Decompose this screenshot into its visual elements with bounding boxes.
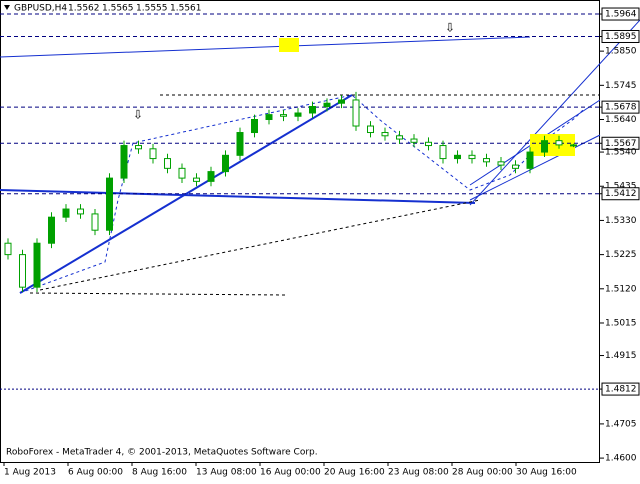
symbol-marker — [4, 5, 10, 10]
candle-body — [425, 141, 432, 147]
candle-body — [555, 140, 563, 146]
x-tick-label: 30 Aug 16:00 — [516, 468, 577, 478]
candle-body — [178, 167, 186, 179]
trend-line — [469, 19, 640, 206]
candle-body — [149, 148, 157, 160]
candle-body — [497, 161, 505, 166]
candle-body — [367, 125, 374, 134]
candle-body — [120, 145, 128, 179]
y-tick-label: 1.5640 — [605, 115, 637, 125]
candle-body — [396, 135, 403, 140]
candle-body — [338, 99, 345, 104]
candle-body — [483, 158, 490, 163]
candle-body — [193, 177, 200, 182]
candle-body — [62, 208, 70, 218]
y-tick-label: 1.4812 — [605, 385, 637, 395]
y-tick-label: 1.5015 — [605, 318, 637, 328]
x-tick-label: 8 Aug 16:00 — [132, 468, 187, 478]
candle-body — [135, 145, 142, 150]
y-tick-label: 1.5540 — [605, 148, 637, 158]
y-tick-label: 1.5330 — [605, 216, 637, 226]
x-tick-label: 13 Aug 08:00 — [196, 468, 257, 478]
target-box — [530, 134, 575, 156]
ohlc-open: 1.5562 — [68, 4, 100, 14]
y-tick-label: 1.5435 — [605, 182, 637, 192]
candle-body — [410, 138, 418, 143]
target-box — [279, 38, 299, 52]
y-tick-label: 1.5225 — [605, 250, 637, 260]
candle-body — [222, 154, 229, 173]
candle-body — [77, 208, 84, 215]
candle-body — [454, 154, 461, 160]
x-tick-label: 16 Aug 00:00 — [260, 468, 321, 478]
candle-body — [106, 177, 113, 231]
level-label-box — [601, 187, 640, 201]
plot-frame — [0, 0, 600, 463]
candle-body — [236, 132, 244, 156]
trend-line — [0, 189, 476, 204]
level-label-box — [601, 136, 640, 150]
candle-body — [526, 151, 534, 169]
ohlc-low: 1.5555 — [136, 4, 168, 14]
y-tick-label: 1.5678 — [605, 103, 637, 113]
y-tick-label: 1.4915 — [605, 351, 637, 361]
candle-body — [439, 145, 447, 160]
candle-body — [265, 114, 273, 121]
level-label-box — [601, 382, 640, 396]
x-tick-label: 28 Aug 00:00 — [452, 468, 513, 478]
arrow-icon: ⇩ — [445, 21, 455, 35]
candle-body — [207, 171, 215, 182]
wave-path — [19, 94, 586, 294]
candle-body — [570, 144, 577, 147]
y-tick-label: 1.4600 — [605, 454, 637, 464]
level-label-box — [601, 100, 640, 114]
arrow-icon: ⇩ — [133, 108, 143, 122]
candle-body — [512, 164, 519, 169]
dashed-line — [29, 292, 286, 296]
candle-body — [251, 119, 258, 134]
candle-body — [309, 105, 316, 114]
x-tick-label: 20 Aug 16:00 — [324, 468, 385, 478]
y-tick-label: 1.5567 — [605, 139, 637, 149]
x-tick-label: 23 Aug 08:00 — [388, 468, 449, 478]
channel-line — [469, 134, 601, 201]
y-tick-label: 1.5412 — [605, 189, 637, 199]
candle-body — [541, 140, 548, 153]
candle-body — [468, 154, 476, 160]
footer: RoboForex - MetaTrader 4, © 2001-2013, M… — [6, 448, 318, 458]
candle-body — [352, 99, 360, 127]
candle-body — [33, 242, 41, 288]
symbol: GBPUSD,H4 — [14, 4, 67, 14]
level-label-box — [601, 29, 640, 43]
candle-body — [91, 213, 99, 231]
level-label-box — [601, 7, 640, 21]
candle-body — [48, 216, 55, 244]
trend-line — [0, 36, 531, 58]
candle-body — [19, 254, 26, 288]
candle-body — [164, 158, 171, 169]
dashed-line — [39, 199, 481, 291]
x-tick-label: 6 Aug 00:00 — [68, 468, 123, 478]
y-tick-label: 1.5895 — [605, 32, 637, 42]
y-tick-label: 1.5964 — [605, 10, 637, 20]
candle-body — [4, 242, 12, 256]
candle-body — [381, 132, 389, 137]
y-tick-label: 1.4705 — [605, 419, 637, 429]
ohlc-high: 1.5565 — [102, 4, 134, 14]
candle-body — [323, 102, 331, 107]
y-tick-label: 1.5745 — [605, 81, 637, 91]
candle-body — [280, 114, 287, 117]
y-tick-label: 1.5120 — [605, 284, 637, 294]
ohlc-close: 1.5561 — [170, 4, 202, 14]
candle-body — [294, 112, 302, 117]
y-tick-label: 1.5850 — [605, 47, 637, 57]
x-tick-label: 1 Aug 2013 — [4, 468, 56, 478]
